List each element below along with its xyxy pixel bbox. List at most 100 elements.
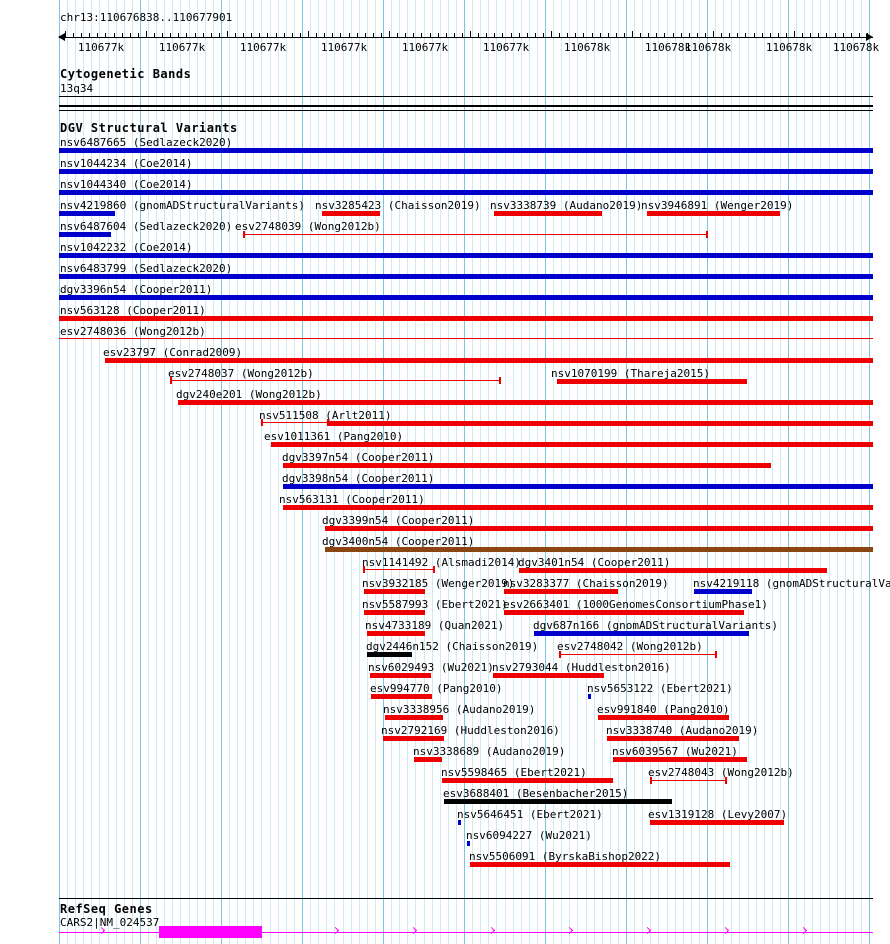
feature-bar[interactable]: [59, 274, 873, 279]
feature-label[interactable]: nsv6029493 (Wu2021): [368, 661, 494, 674]
feature-label[interactable]: nsv3338956 (Audano2019): [383, 703, 536, 716]
feature-label[interactable]: esv2748037 (Wong2012b): [168, 367, 314, 380]
feature-span-line[interactable]: [559, 654, 715, 655]
feature-bar[interactable]: [283, 505, 873, 510]
feature-label[interactable]: esv2748042 (Wong2012b): [557, 640, 703, 653]
feature-label[interactable]: nsv1141492 (Alsmadi2014): [362, 556, 521, 569]
feature-bar[interactable]: [59, 232, 111, 237]
feature-label[interactable]: nsv6487665 (Sedlazeck2020): [60, 136, 233, 149]
feature-label[interactable]: nsv2792169 (Huddleston2016): [381, 724, 560, 737]
feature-label[interactable]: esv1319128 (Levy2007): [648, 808, 788, 821]
feature-label[interactable]: dgv3398n54 (Cooper2011): [282, 472, 435, 485]
feature-bar[interactable]: [271, 442, 873, 447]
feature-bar[interactable]: [327, 421, 873, 426]
feature-bar[interactable]: [59, 148, 873, 153]
feature-label[interactable]: nsv511508 (Arlt2011): [259, 409, 392, 422]
feature-label[interactable]: nsv1042232 (Coe2014): [60, 241, 193, 254]
feature-bar[interactable]: [385, 715, 443, 720]
feature-span-line[interactable]: [243, 234, 706, 235]
feature-label[interactable]: nsv5506091 (ByrskaBishop2022): [469, 850, 662, 863]
feature-label[interactable]: esv23797 (Conrad2009): [103, 346, 243, 359]
feature-label[interactable]: nsv3283377 (Chaisson2019): [503, 577, 669, 590]
feature-bar[interactable]: [598, 715, 729, 720]
gene-exon-block[interactable]: [159, 926, 262, 938]
feature-label[interactable]: nsv5646451 (Ebert2021): [457, 808, 603, 821]
feature-bar[interactable]: [534, 631, 749, 636]
feature-bar[interactable]: [458, 820, 461, 825]
feature-label[interactable]: nsv1070199 (Thareja2015): [551, 367, 710, 380]
feature-label[interactable]: dgv3399n54 (Cooper2011): [322, 514, 475, 527]
feature-label[interactable]: nsv6094227 (Wu2021): [466, 829, 592, 842]
feature-label[interactable]: nsv2793044 (Huddleston2016): [492, 661, 671, 674]
feature-bar[interactable]: [470, 862, 730, 867]
feature-label[interactable]: nsv3946891 (Wenger2019): [641, 199, 794, 212]
arrow-right-icon[interactable]: [866, 33, 873, 41]
feature-label[interactable]: dgv240e201 (Wong2012b): [176, 388, 322, 401]
feature-label[interactable]: nsv6483799 (Sedlazeck2020): [60, 262, 233, 275]
feature-bar[interactable]: [370, 673, 431, 678]
feature-bar[interactable]: [519, 568, 827, 573]
feature-bar[interactable]: [607, 736, 739, 741]
feature-label[interactable]: nsv3932185 (Wenger2019): [362, 577, 515, 590]
feature-label[interactable]: dgv687n166 (gnomADStructuralVariants): [533, 619, 779, 632]
feature-bar[interactable]: [442, 778, 613, 783]
feature-bar[interactable]: [325, 526, 873, 531]
feature-bar[interactable]: [414, 757, 442, 762]
feature-label[interactable]: nsv6039567 (Wu2021): [612, 745, 738, 758]
feature-bar[interactable]: [694, 589, 752, 594]
feature-span-line[interactable]: [261, 422, 327, 423]
feature-label[interactable]: nsv4219118 (gnomADStructuralVaria: [693, 577, 890, 590]
feature-bar[interactable]: [504, 610, 744, 615]
feature-bar[interactable]: [367, 652, 412, 657]
feature-label[interactable]: esv1011361 (Pang2010): [264, 430, 404, 443]
feature-label[interactable]: esv991840 (Pang2010): [597, 703, 730, 716]
feature-bar[interactable]: [467, 841, 470, 846]
feature-bar[interactable]: [613, 757, 747, 762]
arrow-left-icon[interactable]: [58, 33, 65, 41]
gene-label-cars2[interactable]: CARS2|NM_024537: [60, 916, 160, 929]
feature-label[interactable]: nsv4733189 (Quan2021): [365, 619, 505, 632]
feature-label[interactable]: nsv563131 (Cooper2011): [279, 493, 425, 506]
feature-label[interactable]: dgv3396n54 (Cooper2011): [60, 283, 213, 296]
feature-label[interactable]: esv2748043 (Wong2012b): [648, 766, 794, 779]
feature-bar[interactable]: [364, 610, 425, 615]
feature-bar[interactable]: [325, 547, 873, 552]
feature-label[interactable]: nsv5653122 (Ebert2021): [587, 682, 733, 695]
feature-label[interactable]: dgv3400n54 (Cooper2011): [322, 535, 475, 548]
feature-bar[interactable]: [557, 379, 747, 384]
feature-label[interactable]: nsv3338740 (Audano2019): [606, 724, 759, 737]
feature-bar[interactable]: [59, 338, 873, 339]
feature-bar[interactable]: [283, 484, 873, 489]
coordinate-ruler[interactable]: chr13:110676838..110677901 110677k 110677…: [0, 0, 890, 60]
feature-label[interactable]: nsv3338689 (Audano2019): [413, 745, 566, 758]
feature-bar[interactable]: [59, 169, 873, 174]
feature-bar[interactable]: [59, 295, 873, 300]
feature-span-line[interactable]: [650, 780, 725, 781]
feature-bar[interactable]: [367, 631, 425, 636]
feature-label[interactable]: dgv2446n152 (Chaisson2019): [366, 640, 539, 653]
feature-label[interactable]: esv994770 (Pang2010): [370, 682, 503, 695]
feature-bar[interactable]: [322, 211, 380, 216]
feature-label[interactable]: nsv6487604 (Sedlazeck2020): [60, 220, 233, 233]
feature-label[interactable]: esv2748039 (Wong2012b): [235, 220, 381, 233]
feature-label[interactable]: esv2748036 (Wong2012b): [60, 325, 206, 338]
feature-bar[interactable]: [59, 316, 873, 321]
feature-label[interactable]: nsv3338739 (Audano2019): [490, 199, 643, 212]
feature-bar[interactable]: [504, 589, 618, 594]
feature-bar[interactable]: [588, 694, 591, 699]
feature-bar[interactable]: [371, 694, 432, 699]
feature-label[interactable]: esv3688401 (Besenbacher2015): [443, 787, 629, 800]
feature-label[interactable]: dgv3397n54 (Cooper2011): [282, 451, 435, 464]
feature-bar[interactable]: [650, 820, 784, 825]
feature-bar[interactable]: [494, 211, 602, 216]
feature-bar[interactable]: [444, 799, 672, 804]
feature-label[interactable]: nsv4219860 (gnomADStructuralVariants): [60, 199, 306, 212]
feature-bar[interactable]: [364, 589, 425, 594]
feature-label[interactable]: esv2663401 (1000GenomesConsortiumPhase1): [503, 598, 768, 611]
feature-label[interactable]: nsv5598465 (Ebert2021): [441, 766, 587, 779]
feature-bar[interactable]: [105, 358, 873, 363]
feature-bar[interactable]: [493, 673, 604, 678]
feature-label[interactable]: dgv3401n54 (Cooper2011): [518, 556, 671, 569]
feature-label[interactable]: nsv563128 (Cooper2011): [60, 304, 206, 317]
feature-label[interactable]: nsv5587993 (Ebert2021): [362, 598, 508, 611]
